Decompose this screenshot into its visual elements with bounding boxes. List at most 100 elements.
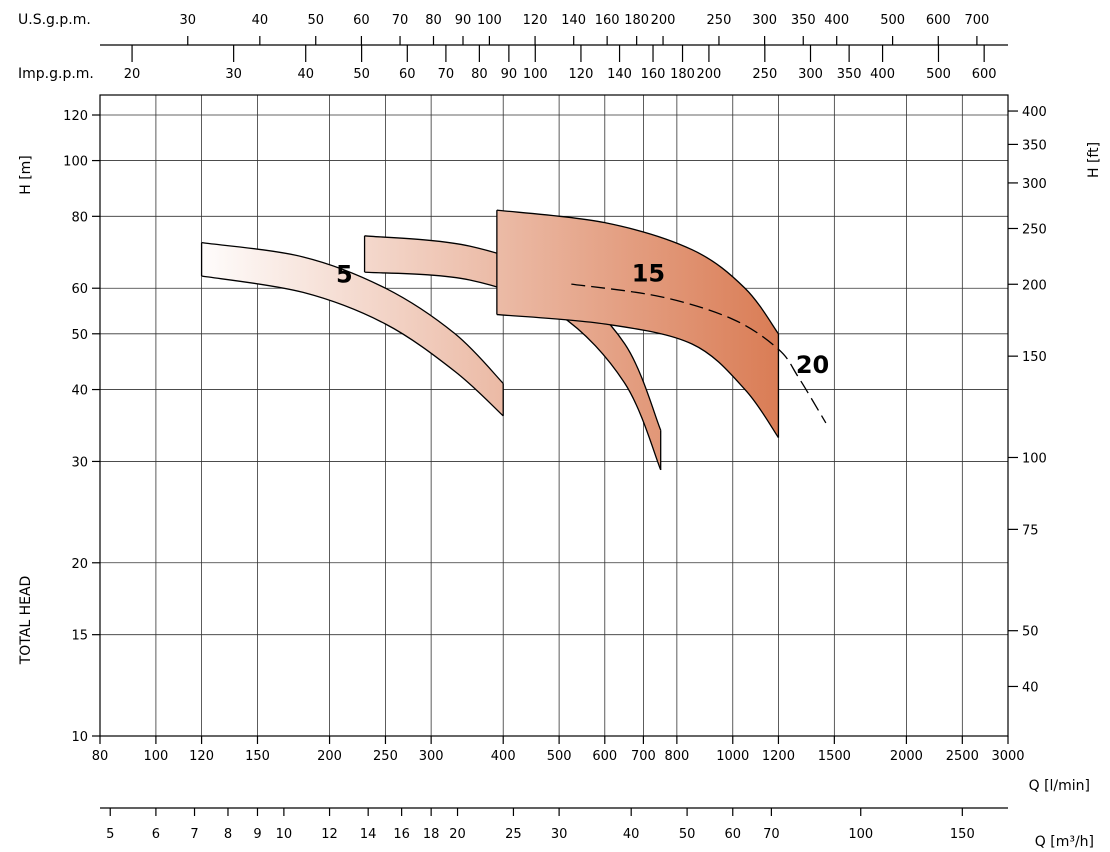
x-tick-label: 100 bbox=[143, 749, 168, 764]
ft-tick-label: 200 bbox=[1022, 278, 1047, 293]
x-tick-label: 200 bbox=[317, 749, 342, 764]
m3h-tick-label: 9 bbox=[253, 827, 261, 842]
usgpm-tick-label: 40 bbox=[252, 13, 269, 28]
y-tick-label: 100 bbox=[63, 155, 88, 170]
usgpm-tick-label: 60 bbox=[353, 13, 370, 28]
m3h-tick-label: 150 bbox=[950, 827, 975, 842]
x-tick-label: 1200 bbox=[762, 749, 795, 764]
m3h-tick-label: 10 bbox=[276, 827, 293, 842]
m3h-tick-label: 30 bbox=[551, 827, 568, 842]
x-tick-label: 600 bbox=[592, 749, 617, 764]
impgpm-tick-label: 100 bbox=[523, 67, 548, 82]
grid bbox=[99, 95, 1009, 737]
impgpm-tick-label: 160 bbox=[641, 67, 666, 82]
x-tick-label: 400 bbox=[491, 749, 516, 764]
ft-tick-label: 75 bbox=[1022, 523, 1039, 538]
m3h-tick-label: 40 bbox=[623, 827, 640, 842]
impgpm-tick-label: 140 bbox=[607, 67, 632, 82]
x-tick-label: 800 bbox=[664, 749, 689, 764]
impgpm-tick-label: 80 bbox=[471, 67, 488, 82]
y-tick-label: 120 bbox=[63, 109, 88, 124]
usgpm-tick-label: 90 bbox=[455, 13, 472, 28]
usgpm-tick-label: 700 bbox=[964, 13, 989, 28]
usgpm-tick-label: 180 bbox=[624, 13, 649, 28]
m3h-tick-label: 14 bbox=[360, 827, 377, 842]
usgpm-tick-label: 100 bbox=[477, 13, 502, 28]
impgpm-tick-label: 300 bbox=[798, 67, 823, 82]
ft-tick-label: 50 bbox=[1022, 625, 1039, 640]
usgpm-tick-label: 70 bbox=[392, 13, 409, 28]
m3h-tick-label: 6 bbox=[152, 827, 160, 842]
usgpm-tick-label: 300 bbox=[752, 13, 777, 28]
m3h-tick-label: 100 bbox=[848, 827, 873, 842]
impgpm-tick-label: 120 bbox=[569, 67, 594, 82]
y-tick-label: 15 bbox=[71, 629, 88, 644]
y-axis-title: H [m] bbox=[18, 155, 34, 195]
impgpm-tick-label: 70 bbox=[438, 67, 455, 82]
x-tick-label: 120 bbox=[189, 749, 214, 764]
band-fill-5 bbox=[201, 242, 504, 416]
usgpm-tick-label: 50 bbox=[307, 13, 324, 28]
y-tick-label: 40 bbox=[71, 384, 88, 399]
impgpm-tick-label: 90 bbox=[501, 67, 518, 82]
y-tick-label: 20 bbox=[71, 557, 88, 572]
x-tick-label: 80 bbox=[92, 749, 109, 764]
x-tick-label: 2000 bbox=[890, 749, 923, 764]
x-tick-label: 250 bbox=[373, 749, 398, 764]
impgpm-tick-label: 400 bbox=[870, 67, 895, 82]
impgpm-tick-label: 600 bbox=[972, 67, 997, 82]
m3h-tick-label: 8 bbox=[224, 827, 232, 842]
m3h-tick-label: 60 bbox=[724, 827, 741, 842]
impgpm-tick-label: 40 bbox=[297, 67, 314, 82]
axes bbox=[92, 36, 1018, 816]
usgpm-label: U.S.g.p.m. bbox=[18, 12, 91, 28]
band-lower-curve-5 bbox=[201, 275, 504, 417]
x-axis-title: Q [l/min] bbox=[1029, 778, 1090, 794]
usgpm-tick-label: 600 bbox=[926, 13, 951, 28]
m3h-tick-label: 5 bbox=[106, 827, 114, 842]
usgpm-tick-label: 160 bbox=[595, 13, 620, 28]
impgpm-tick-label: 60 bbox=[399, 67, 416, 82]
m3h-tick-label: 7 bbox=[190, 827, 198, 842]
performance-bands: 5101520 bbox=[200, 209, 829, 471]
usgpm-tick-label: 250 bbox=[707, 13, 732, 28]
ft-tick-label: 40 bbox=[1022, 680, 1039, 695]
impgpm-tick-label: 50 bbox=[353, 67, 370, 82]
x-tick-label: 2500 bbox=[946, 749, 979, 764]
m3h-tick-label: 20 bbox=[449, 827, 466, 842]
band-upper-curve-15 bbox=[496, 209, 779, 335]
band-upper-curve-5 bbox=[201, 242, 504, 384]
plot-frame bbox=[99, 94, 1009, 737]
impgpm-tick-label: 20 bbox=[124, 67, 141, 82]
impgpm-tick-label: 250 bbox=[752, 67, 777, 82]
x2-axis-title: Q [m³/h] bbox=[1035, 834, 1094, 850]
band-fill-15 bbox=[496, 210, 779, 438]
band-label-5: 5 bbox=[336, 261, 353, 289]
y-tick-label: 50 bbox=[71, 328, 88, 343]
impgpm-label: Imp.g.p.m. bbox=[18, 66, 94, 82]
m3h-tick-label: 16 bbox=[393, 827, 410, 842]
y-tick-label: 10 bbox=[71, 730, 88, 745]
usgpm-tick-label: 200 bbox=[651, 13, 676, 28]
impgpm-tick-label: 180 bbox=[670, 67, 695, 82]
impgpm-tick-label: 30 bbox=[225, 67, 242, 82]
curve-20 bbox=[571, 283, 827, 424]
y-tick-label: 60 bbox=[71, 282, 88, 297]
usgpm-tick-label: 500 bbox=[880, 13, 905, 28]
ft-tick-label: 300 bbox=[1022, 177, 1047, 192]
ft-tick-label: 350 bbox=[1022, 138, 1047, 153]
band-label-15: 15 bbox=[632, 259, 665, 287]
x-tick-label: 1000 bbox=[716, 749, 749, 764]
m3h-tick-label: 50 bbox=[679, 827, 696, 842]
ft-tick-label: 400 bbox=[1022, 105, 1047, 120]
m3h-tick-label: 12 bbox=[321, 827, 338, 842]
curve-label-20: 20 bbox=[796, 351, 829, 379]
ft-tick-label: 150 bbox=[1022, 350, 1047, 365]
usgpm-tick-label: 140 bbox=[561, 13, 586, 28]
total-head-title: TOTAL HEAD bbox=[18, 576, 34, 666]
impgpm-tick-label: 350 bbox=[837, 67, 862, 82]
usgpm-tick-label: 30 bbox=[179, 13, 196, 28]
x-tick-label: 500 bbox=[547, 749, 572, 764]
x-tick-label: 1500 bbox=[818, 749, 851, 764]
